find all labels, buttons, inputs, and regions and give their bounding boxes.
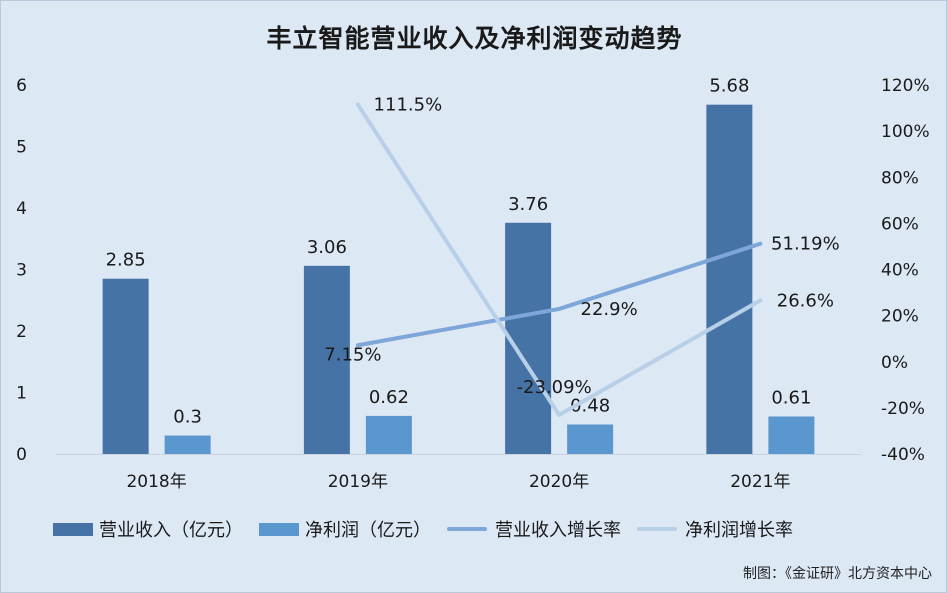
line-data-label: 111.5% (374, 95, 443, 116)
y-right-tick-label: -40% (881, 445, 925, 465)
series-line (355, 102, 763, 418)
x-tick-label: 2018年 (126, 472, 186, 492)
bar-data-label: 3.76 (508, 194, 548, 215)
y-left-tick-label: 5 (16, 138, 27, 158)
bar-data-label: 2.85 (106, 250, 146, 271)
y-right-tick-label: 80% (881, 168, 919, 188)
legend-label-revenue-growth: 营业收入增长率 (495, 520, 621, 541)
bar-data-label: 0.3 (173, 407, 202, 428)
bar (303, 265, 350, 454)
line-data-label: -23.09% (517, 377, 592, 398)
line-data-label: 22.9% (581, 299, 638, 320)
line-data-label: 7.15% (324, 344, 381, 365)
line-data-label: 51.19% (771, 234, 840, 255)
bar-data-label: 5.68 (709, 76, 749, 97)
y-left-tick-label: 1 (16, 384, 27, 404)
legend-label-profit-growth: 净利润增长率 (685, 520, 793, 541)
chart-title: 丰立智能营业收入及净利润变动趋势 (266, 24, 683, 53)
legend-item-net-profit: 净利润（亿元） (259, 516, 431, 542)
y-right-tick-label: 100% (881, 122, 930, 142)
legend: 营业收入（亿元） 净利润（亿元） 营业收入增长率 净利润增长率 (53, 517, 809, 541)
y-right-tick-label: 40% (881, 261, 919, 281)
bar (567, 424, 614, 454)
legend-swatch-net-profit (259, 522, 299, 536)
bar (768, 416, 815, 454)
bar (365, 415, 412, 454)
bar (164, 435, 211, 454)
y-right-tick-label: 0% (881, 353, 908, 373)
y-left-tick-label: 4 (16, 199, 27, 219)
line-data-label: 26.6% (777, 290, 834, 311)
y-right-tick-label: 20% (881, 307, 919, 327)
bar-data-label: 0.62 (369, 387, 409, 408)
combo-chart: 0 1 2 3 4 5 6 -40% -20% 0% 20% 40% 60% 80% 100% 120% 201… (16, 76, 930, 492)
bar-data-label: 3.06 (307, 237, 347, 258)
bar (706, 104, 753, 455)
series-line (355, 241, 763, 348)
legend-line-profit-growth (637, 527, 677, 531)
source-note: 制图：《金证研》北方资本中心 (743, 566, 932, 582)
x-tick-label: 2020年 (529, 472, 589, 492)
legend-item-revenue-growth: 营业收入增长率 (447, 516, 621, 542)
y-left-tick-label: 6 (16, 76, 27, 96)
y-right-tick-label: -20% (881, 399, 925, 419)
legend-item-profit-growth: 净利润增长率 (637, 516, 793, 542)
y-right-tick-label: 120% (881, 76, 930, 96)
legend-label-net-profit: 净利润（亿元） (305, 520, 431, 541)
y-right-tick-label: 60% (881, 214, 919, 234)
y-left-tick-label: 2 (16, 322, 27, 342)
bar-data-label: 0.48 (570, 395, 610, 416)
bar (505, 222, 552, 454)
x-tick-label: 2021年 (730, 472, 790, 492)
legend-label-revenue: 营业收入（亿元） (99, 520, 243, 541)
legend-line-revenue-growth (447, 527, 487, 531)
y-left-tick-label: 0 (16, 445, 27, 465)
y-left-tick-label: 3 (16, 261, 27, 281)
legend-swatch-revenue (53, 522, 93, 536)
bar-data-label: 0.61 (771, 387, 811, 408)
x-tick-label: 2019年 (328, 472, 388, 492)
bar (102, 278, 149, 454)
legend-item-revenue: 营业收入（亿元） (53, 516, 243, 542)
